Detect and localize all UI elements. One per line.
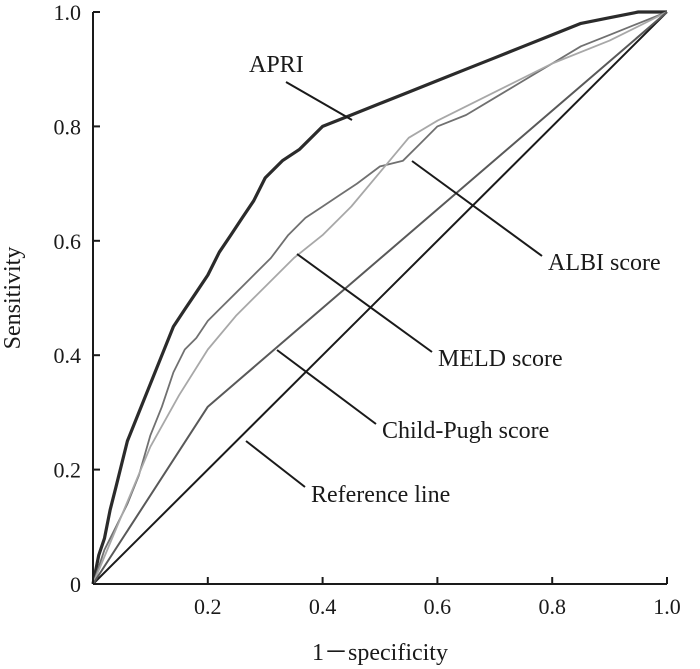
series-line-apri <box>91 10 667 585</box>
y-tick-label: 0.8 <box>54 114 82 139</box>
annotation-albi-score: ALBI score <box>548 250 661 276</box>
leader-line-reference-line <box>245 440 306 488</box>
series-line-meld-score <box>92 11 668 585</box>
series-line-child-pugh-score <box>92 11 668 585</box>
leader-line-child-pugh-score <box>276 349 377 425</box>
annotation-apri: APRI <box>249 52 304 78</box>
tick-layer: 0 0.2 0.4 0.6 0.8 1.0 0.2 0.4 0.6 0.8 1.0 <box>54 0 681 619</box>
plot-frame <box>92 12 667 585</box>
annotation-reference-line: Reference line <box>311 482 450 508</box>
x-tick-label: 1.0 <box>653 594 681 619</box>
y-axis-title: Sensitivity <box>0 247 26 350</box>
y-tick-label: 0.4 <box>54 343 82 368</box>
reference-line-layer <box>92 11 668 585</box>
y-tick-label: 1.0 <box>54 0 82 25</box>
leader-line-meld-score <box>296 253 433 353</box>
x-tick-label: 0.8 <box>538 594 566 619</box>
annotation-child-pugh-score: Child-Pugh score <box>382 418 549 444</box>
x-tick-label: 0.4 <box>309 594 337 619</box>
x-tick-label: 0.2 <box>194 594 222 619</box>
series-line-albi-score <box>92 11 668 585</box>
leader-line-apri <box>285 81 353 121</box>
y-tick-label: 0.2 <box>54 458 82 483</box>
y-tick-label: 0.6 <box>54 229 82 254</box>
annotation-meld-score: MELD score <box>438 346 563 372</box>
series-line-reference-line <box>92 11 668 585</box>
series-layer <box>91 10 668 585</box>
annotation-layer: APRI ALBI score MELD score Child-Pugh score… <box>245 52 661 508</box>
y-tick-label: 0 <box>70 572 81 597</box>
leader-line-albi-score <box>411 160 543 257</box>
x-axis-title: 1－specificity <box>312 640 448 666</box>
x-tick-label: 0.6 <box>424 594 452 619</box>
